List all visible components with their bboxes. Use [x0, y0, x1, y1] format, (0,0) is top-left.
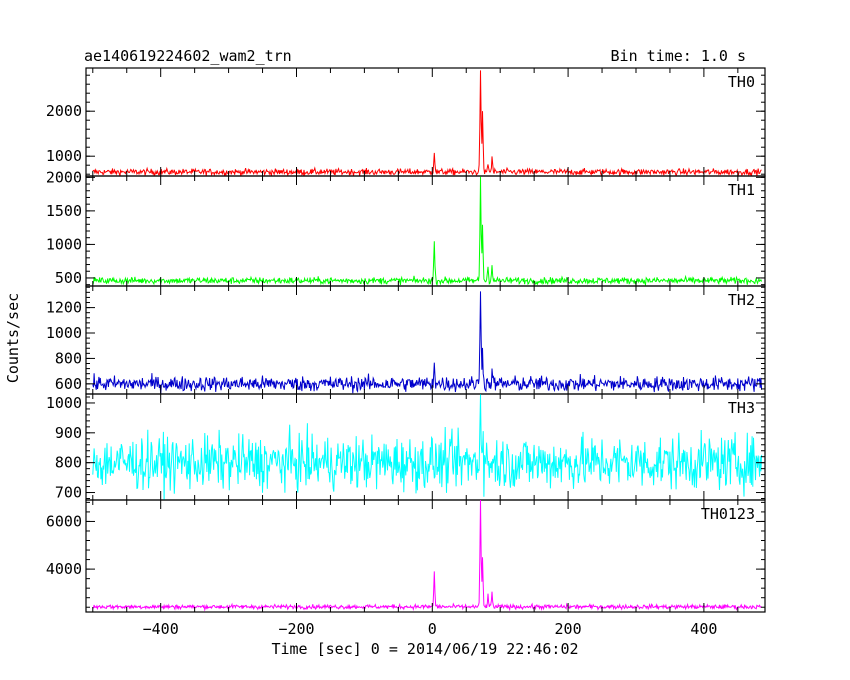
y-tick-label: 6000	[46, 512, 82, 530]
panel-frame	[85, 393, 766, 501]
y-tick-label: 1500	[46, 202, 82, 220]
y-tick-label: 600	[55, 375, 82, 393]
panel-label: TH3	[728, 399, 755, 417]
x-axis-label: Time [sec] 0 = 2014/06/19 22:46:02	[271, 640, 578, 658]
y-tick-label: 1000	[46, 394, 82, 412]
panel-label: TH0	[728, 73, 755, 91]
chart-title: ae140619224602_wam2_trn	[84, 47, 292, 65]
panel-label: TH1	[728, 181, 755, 199]
panel-frame	[85, 67, 766, 177]
y-tick-label: 800	[55, 349, 82, 367]
y-axis-label: Counts/sec	[4, 293, 22, 383]
panel-frame	[85, 175, 766, 287]
series-line-th1	[92, 176, 763, 286]
x-tick-label: 400	[690, 620, 717, 638]
bin-time-label: Bin time: 1.0 s	[611, 47, 746, 65]
y-tick-label: 1000	[46, 147, 82, 165]
y-tick-label: 900	[55, 424, 82, 442]
panel-frame	[85, 499, 766, 613]
panel-th1: 500 1000 1500 2000 TH1	[46, 168, 766, 287]
y-tick-label: 1000	[46, 235, 82, 253]
y-tick-label: 2000	[46, 102, 82, 120]
y-tick-label: 1000	[46, 324, 82, 342]
panel-label: TH0123	[701, 505, 755, 523]
panel-th0123: 4000 6000 TH0123	[46, 499, 766, 613]
panel-th0: 1000 2000 TH0	[46, 67, 766, 177]
series-line-th0	[92, 70, 762, 176]
x-tick-label: −400	[143, 620, 179, 638]
y-tick-label: 800	[55, 454, 82, 472]
panels-group: 10002000TH0500100015002000TH160080010001…	[46, 67, 766, 638]
panel-frame	[85, 285, 766, 395]
x-tick-label: 200	[555, 620, 582, 638]
panel-th3: 700 800 900 1000 TH3	[46, 393, 766, 502]
y-tick-label: 2000	[46, 168, 82, 186]
y-tick-label: 700	[55, 484, 82, 502]
y-tick-label: 500	[55, 269, 82, 287]
y-tick-label: 4000	[46, 560, 82, 578]
panel-label: TH2	[728, 291, 755, 309]
x-tick-label: 0	[428, 620, 437, 638]
series-line-th2	[92, 291, 763, 394]
series-line-th0123	[92, 500, 762, 612]
y-tick-label: 1200	[46, 299, 82, 317]
panel-th2: 600 800 1000 1200 TH2	[46, 285, 766, 395]
x-tick-label: −200	[278, 620, 314, 638]
series-line-th3	[92, 394, 763, 500]
